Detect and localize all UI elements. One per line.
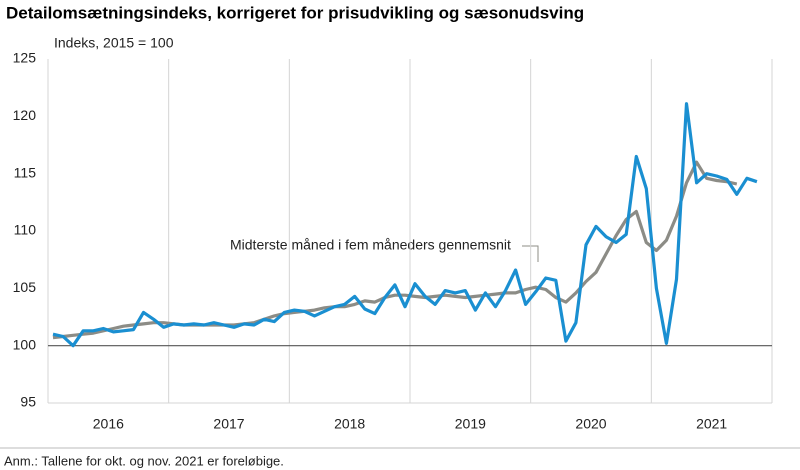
chart-title: Detailomsætningsindeks, korrigeret for p… bbox=[6, 3, 584, 22]
x-tick-label: 2019 bbox=[455, 416, 486, 432]
annotation: Midterste måned i fem måneders gennemsni… bbox=[230, 237, 511, 253]
y-tick-label: 105 bbox=[13, 279, 37, 295]
x-tick-label: 2017 bbox=[213, 416, 244, 432]
y-tick-label: 115 bbox=[14, 164, 37, 180]
y-tick-label: 95 bbox=[20, 394, 36, 410]
x-tick-label: 2016 bbox=[93, 416, 124, 432]
series-line bbox=[52, 102, 758, 348]
y-tick-label: 110 bbox=[14, 222, 37, 238]
x-tick-label: 2018 bbox=[334, 416, 365, 432]
annotation-leader bbox=[522, 245, 539, 262]
x-tick-label: 2020 bbox=[575, 416, 606, 432]
x-tick-label: 2021 bbox=[696, 416, 727, 432]
y-axis-label: Indeks, 2015 = 100 bbox=[54, 35, 174, 51]
series-line bbox=[52, 160, 738, 340]
y-tick-label: 100 bbox=[13, 336, 37, 352]
y-tick-label: 120 bbox=[13, 107, 37, 123]
footnote: Anm.: Tallene for okt. og nov. 2021 er f… bbox=[4, 453, 284, 468]
y-tick-label: 125 bbox=[13, 50, 37, 66]
